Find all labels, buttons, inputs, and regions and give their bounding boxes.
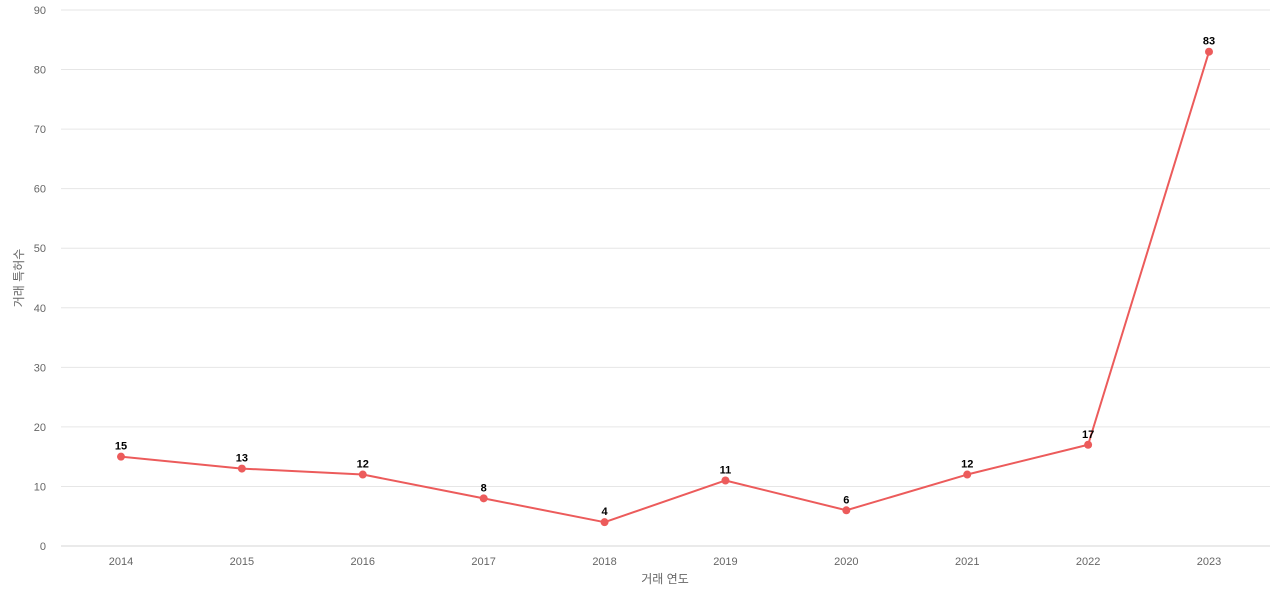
- x-axis-ticks: 2014 2015 2016 2017 2018 2019 2020 2021 2022 2023: [109, 556, 1221, 568]
- data-label: 6: [843, 494, 849, 506]
- data-label: 11: [720, 464, 732, 476]
- data-label: 17: [1082, 429, 1094, 441]
- x-tick-label: 2015: [230, 556, 254, 568]
- data-label: 15: [115, 441, 127, 453]
- y-tick-label: 80: [34, 65, 46, 77]
- y-tick-label: 10: [34, 481, 46, 493]
- y-tick-label: 20: [34, 422, 46, 434]
- data-point[interactable]: [1205, 47, 1213, 56]
- x-tick-label: 2022: [1076, 556, 1100, 568]
- y-axis-ticks: 0 10 20 30 40 50 60 70 80 90: [34, 5, 46, 553]
- data-label: 12: [961, 459, 973, 471]
- x-tick-label: 2023: [1197, 556, 1221, 568]
- y-tick-label: 0: [40, 541, 46, 553]
- data-point[interactable]: [1084, 440, 1093, 449]
- data-point[interactable]: [600, 518, 609, 527]
- data-label: 4: [601, 506, 608, 518]
- data-point[interactable]: [842, 506, 851, 515]
- y-axis-title: 거래 특허수: [12, 249, 26, 308]
- data-point[interactable]: [237, 464, 246, 473]
- data-label: 8: [481, 482, 487, 494]
- data-label-layer: 15 13 12 8 4 11 6 12 17 83: [115, 36, 1215, 518]
- grid-layer: [61, 9, 1270, 547]
- x-tick-label: 2016: [351, 556, 375, 568]
- y-tick-label: 40: [34, 303, 46, 315]
- series-layer: [117, 47, 1213, 527]
- data-point[interactable]: [117, 452, 125, 461]
- y-tick-label: 30: [34, 362, 46, 374]
- x-axis-title: 거래 연도: [641, 572, 689, 586]
- data-label: 83: [1203, 36, 1215, 48]
- x-tick-label: 2020: [834, 556, 858, 568]
- x-tick-label: 2021: [955, 556, 979, 568]
- data-point[interactable]: [963, 470, 972, 479]
- data-point[interactable]: [479, 494, 488, 503]
- y-tick-label: 50: [34, 243, 46, 255]
- data-point[interactable]: [721, 476, 730, 485]
- x-tick-label: 2018: [592, 556, 616, 568]
- x-tick-label: 2019: [713, 556, 737, 568]
- data-point[interactable]: [358, 470, 367, 479]
- data-label: 12: [357, 459, 369, 471]
- series-line: [120, 51, 1210, 524]
- y-tick-label: 60: [34, 184, 46, 196]
- y-tick-label: 70: [34, 124, 46, 136]
- x-tick-label: 2014: [109, 556, 133, 568]
- y-tick-label: 90: [34, 5, 46, 17]
- x-tick-label: 2017: [471, 556, 495, 568]
- data-label: 13: [236, 453, 248, 465]
